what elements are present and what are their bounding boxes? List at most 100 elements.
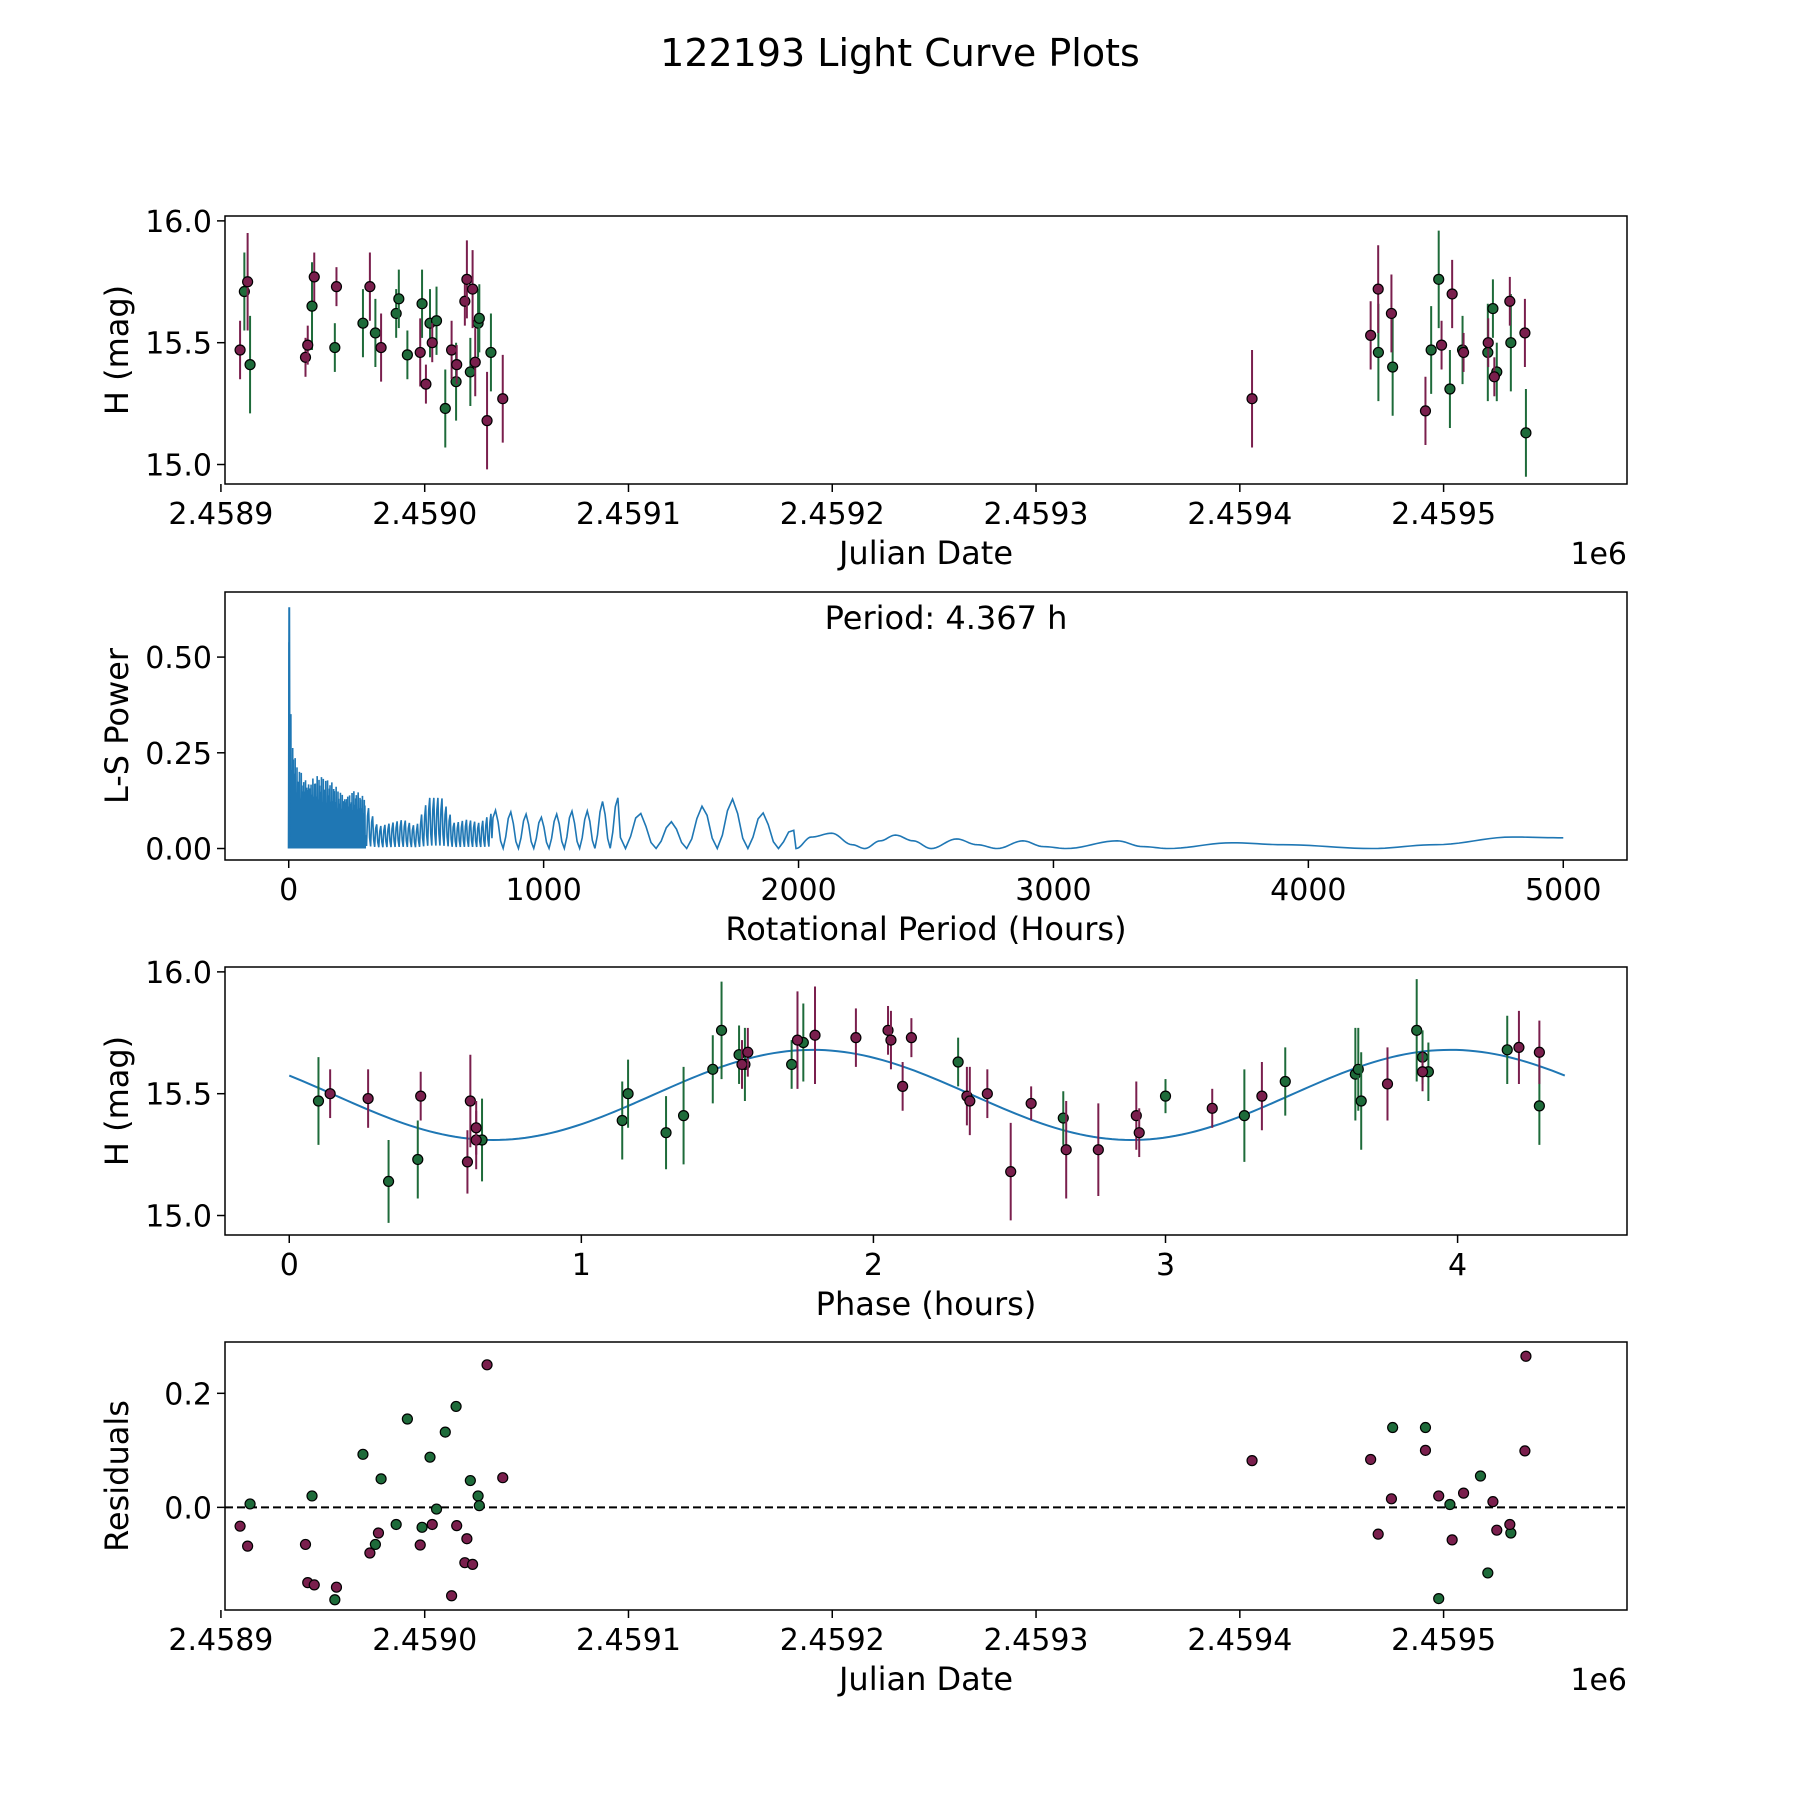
point-r — [1365, 329, 1377, 341]
point-r — [809, 1029, 821, 1041]
point-r — [362, 1092, 374, 1105]
point-r — [375, 341, 387, 354]
point-g — [786, 1058, 798, 1071]
point-g — [1387, 1421, 1399, 1434]
point-r — [1133, 1127, 1145, 1139]
plot-area — [225, 1350, 1627, 1606]
point-g — [382, 1175, 395, 1188]
x-tick-label: 3000 — [1015, 873, 1091, 908]
x-tick-label: 2.4590 — [372, 1623, 477, 1658]
point-g — [1387, 361, 1399, 373]
point-g — [1355, 1095, 1367, 1107]
y-axis-label: L-S Power — [98, 647, 136, 804]
point-r — [964, 1095, 976, 1107]
point-g — [1433, 1592, 1445, 1605]
point-r — [885, 1034, 897, 1046]
point-g — [329, 341, 341, 354]
point-r — [464, 1095, 476, 1107]
y-tick-label: 0.00 — [145, 833, 212, 868]
point-r — [466, 1558, 479, 1570]
point-r — [426, 337, 438, 349]
x-tick-label: 0 — [280, 1248, 299, 1283]
point-g — [430, 315, 443, 327]
x-offset-label: 1e6 — [1570, 1663, 1627, 1698]
point-r — [1457, 346, 1470, 359]
point-r — [1482, 337, 1494, 349]
x-tick-label: 2000 — [760, 873, 836, 908]
y-tick-label: 16.0 — [145, 205, 212, 240]
point-g — [1411, 1024, 1423, 1036]
point-g — [412, 1153, 424, 1166]
point-g — [472, 1490, 484, 1502]
point-g — [450, 1400, 462, 1413]
point-g — [424, 1451, 436, 1463]
point-r — [459, 295, 471, 307]
panel-ls: 0 1000 2000 3000 4000 5000 0.00 0.25 0.50 Rotatio… — [98, 591, 1628, 948]
point-g — [306, 1490, 318, 1502]
point-g — [1505, 337, 1517, 349]
x-tick-label: 2.4589 — [168, 497, 273, 532]
point-r — [1433, 1490, 1445, 1502]
point-r — [446, 344, 458, 356]
point-r — [1246, 393, 1258, 405]
point-g — [1425, 344, 1437, 356]
point-g — [1444, 383, 1456, 395]
model-fit-line — [288, 1048, 1566, 1141]
point-r — [1246, 1455, 1258, 1467]
point-r — [1206, 1102, 1218, 1114]
point-g — [329, 1594, 341, 1606]
x-tick-label: 2.4595 — [1391, 497, 1496, 532]
x-axis-label: Julian Date — [837, 534, 1013, 572]
point-g — [1419, 1421, 1432, 1434]
point-g — [439, 402, 451, 415]
point-r — [234, 1520, 246, 1532]
point-g — [707, 1063, 719, 1075]
y-axis-label: Residuals — [98, 1400, 136, 1552]
point-r — [1446, 1534, 1458, 1546]
point-g — [464, 366, 476, 378]
x-tick-label: 2.4594 — [1187, 1623, 1292, 1658]
point-r — [330, 1581, 343, 1593]
point-r — [1256, 1090, 1268, 1102]
point-g — [1501, 1044, 1513, 1056]
x-offset-label: 1e6 — [1570, 537, 1627, 572]
point-g — [401, 349, 413, 361]
point-g — [1372, 346, 1384, 359]
y-tick-label: 0.0 — [164, 1491, 212, 1526]
plot-area — [288, 979, 1566, 1223]
point-r — [481, 415, 493, 427]
point-r — [1520, 1350, 1532, 1362]
point-r — [1491, 1524, 1503, 1536]
point-g — [1433, 273, 1445, 285]
x-tick-label: 2.4595 — [1391, 1623, 1496, 1658]
point-g — [357, 1448, 369, 1460]
point-r — [1504, 1518, 1516, 1531]
point-r — [308, 271, 320, 283]
x-tick-label: 3 — [1156, 1248, 1175, 1283]
y-tick-label: 15.0 — [145, 449, 212, 484]
point-g — [464, 1474, 476, 1487]
y-axis-label: H (mag) — [98, 1036, 136, 1166]
point-r — [1005, 1166, 1017, 1178]
point-r — [1385, 307, 1398, 320]
point-r — [466, 283, 479, 295]
point-r — [324, 1088, 336, 1100]
point-r — [1372, 1528, 1384, 1540]
point-r — [1519, 1445, 1531, 1457]
point-g — [1444, 1498, 1456, 1511]
point-r — [372, 1527, 385, 1539]
point-r — [299, 1538, 312, 1551]
y-tick-label: 15.0 — [145, 1200, 212, 1235]
point-g — [357, 317, 369, 329]
point-r — [897, 1080, 909, 1092]
point-g — [439, 1426, 451, 1438]
point-r — [1457, 1487, 1470, 1499]
point-g — [416, 1521, 428, 1533]
x-tick-label: 2.4593 — [984, 497, 1089, 532]
point-r — [1419, 1444, 1432, 1456]
point-g — [244, 359, 256, 371]
point-r — [451, 359, 463, 371]
point-r — [242, 1540, 254, 1552]
axes-frame — [224, 966, 1628, 1236]
point-g — [485, 346, 497, 359]
